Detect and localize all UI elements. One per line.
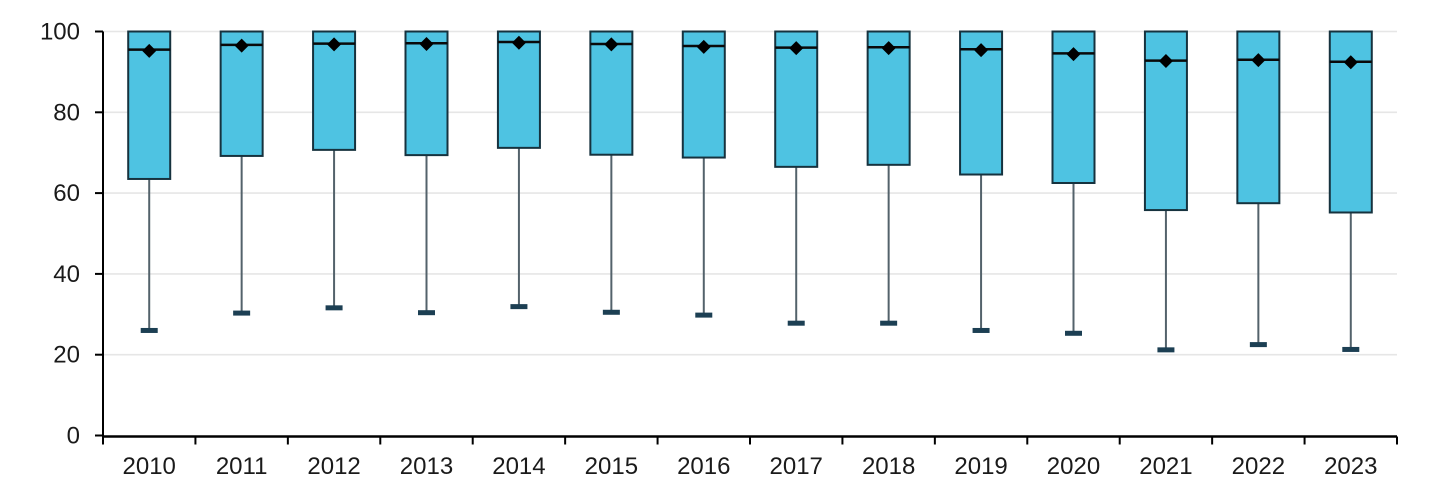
x-tick-label-2023: 2023 [1324,453,1377,480]
mean-diamond-2011 [234,38,249,53]
mean-diamond-2021 [1158,53,1173,68]
mean-diamond-2016 [696,39,711,54]
whisker-cap-2019 [972,327,990,333]
whisker-cap-2021 [1157,347,1175,353]
box-2015 [589,30,634,156]
y-tick-label-0: 0 [67,423,80,450]
mean-diamond-2012 [327,37,342,52]
whisker-cap-2023 [1342,346,1360,352]
x-tick-label-2018: 2018 [862,453,915,480]
box-2013 [404,30,449,157]
x-tick-label-2022: 2022 [1232,453,1285,480]
mean-diamond-2023 [1343,55,1358,70]
y-tick-label-20: 20 [53,342,80,369]
mean-diamond-2015 [604,37,619,52]
x-tick-label-2012: 2012 [307,453,360,480]
mean-diamond-2018 [881,41,896,56]
x-tick-label-2014: 2014 [492,453,545,480]
x-tick-label-2020: 2020 [1047,453,1100,480]
x-tick-label-2015: 2015 [585,453,638,480]
x-tick-label-2010: 2010 [123,453,176,480]
whisker-cap-2013 [418,310,435,316]
whisker-cap-2018 [880,320,898,326]
whisker-cap-2017 [787,320,805,326]
whisker-cap-2015 [602,309,620,315]
y-tick-label-100: 100 [40,19,80,46]
y-tick-label-60: 60 [53,180,80,207]
x-tick-label-2016: 2016 [677,453,730,480]
whisker-cap-2016 [695,312,713,318]
x-tick-label-2011: 2011 [216,453,268,480]
mean-diamond-2014 [511,35,526,50]
whisker-cap-2011 [233,310,251,316]
mean-diamond-2013 [419,37,434,52]
whisker-cap-2012 [325,305,343,311]
x-tick-label-2021: 2021 [1139,453,1192,480]
mean-diamond-2022 [1251,53,1266,68]
mean-diamond-2010 [142,43,157,58]
x-tick-label-2013: 2013 [400,453,453,480]
whisker-cap-2014 [510,304,528,310]
mean-diamond-2017 [789,41,804,56]
mean-diamond-2019 [974,43,989,58]
whisker-cap-2022 [1249,342,1267,348]
y-tick-label-80: 80 [53,99,80,126]
whisker-cap-2020 [1065,330,1082,336]
box-2014 [496,30,541,149]
x-tick-label-2017: 2017 [770,453,823,480]
x-tick-label-2019: 2019 [954,453,1007,480]
mean-diamond-2020 [1066,47,1081,62]
whisker-cap-2010 [140,327,158,333]
y-tick-label-40: 40 [53,261,80,288]
